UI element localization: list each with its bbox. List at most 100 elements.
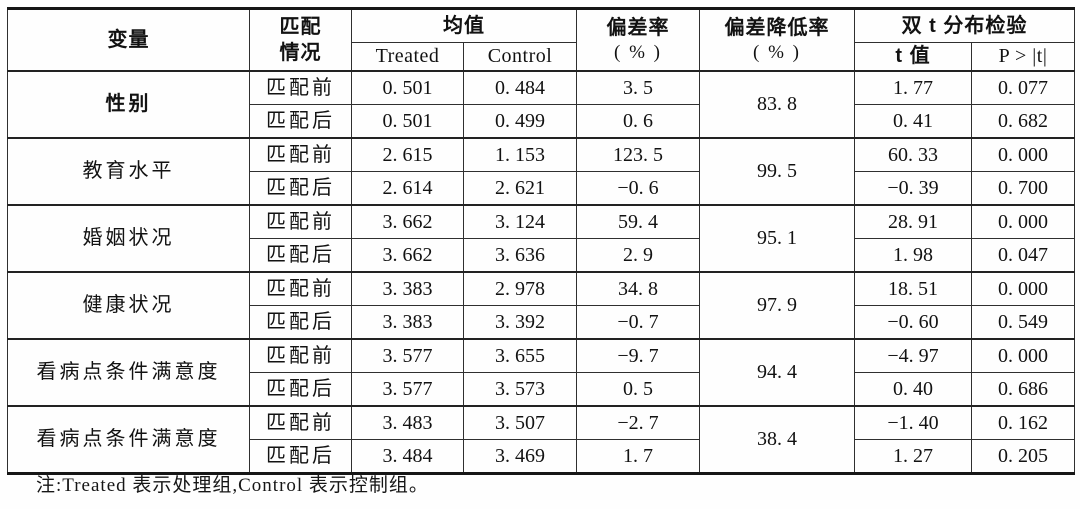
treated-mean-cell: 0. 501	[351, 70, 464, 105]
control-mean-cell: 3. 469	[463, 439, 577, 474]
t-value-cell: −1. 40	[854, 405, 972, 440]
bias-reduction-cell: 99. 5	[699, 137, 855, 206]
bias-rate-cell: 3. 5	[576, 70, 700, 105]
header-row-1: 变量 匹配 情况 均值 偏差率 ( % ) 偏差降低率 ( % ) 双 t 分布…	[7, 8, 1075, 72]
table-row: 匹配后 0. 501 0. 499 0. 6 0. 41 0. 682	[8, 104, 1075, 139]
p-value-cell: 0. 000	[971, 137, 1075, 172]
table-row: 看病点条件满意度 匹配前 3. 577 3. 655 −9. 7 94. 4 −…	[7, 338, 1075, 407]
table-row: 匹配后 3. 577 3. 573 0. 5 0. 40 0. 686	[8, 372, 1075, 407]
t-value-cell: 60. 33	[854, 137, 972, 172]
t-value-cell: 28. 91	[854, 204, 972, 239]
t-value-cell: 1. 98	[854, 238, 972, 273]
bias-rate-cell: 1. 7	[576, 439, 700, 474]
control-mean-cell: 2. 978	[463, 271, 577, 306]
match-status-cell: 匹配后	[249, 372, 352, 407]
table-row: 匹配后 3. 383 3. 392 −0. 7 −0. 60 0. 549	[8, 305, 1075, 340]
treated-mean-cell: 3. 383	[351, 305, 464, 340]
col-header-bias-reduction-line1: 偏差降低率	[724, 16, 830, 39]
p-value-cell: 0. 077	[971, 70, 1075, 105]
col-header-mean-group: 均值	[351, 8, 577, 43]
p-value-cell: 0. 000	[971, 204, 1075, 239]
col-header-treated: Treated	[351, 42, 464, 72]
table-row: 匹配后 3. 662 3. 636 2. 9 1. 98 0. 047	[8, 238, 1075, 273]
treated-mean-cell: 3. 577	[351, 338, 464, 373]
p-value-cell: 0. 549	[971, 305, 1075, 340]
t-value-cell: 0. 41	[854, 104, 972, 139]
match-status-cell: 匹配后	[249, 238, 352, 273]
treated-mean-cell: 3. 484	[351, 439, 464, 474]
match-status-cell: 匹配后	[249, 104, 352, 139]
t-value-cell: −0. 60	[854, 305, 972, 340]
control-mean-cell: 1. 153	[463, 137, 577, 172]
table-row: 婚姻状况 匹配前 3. 662 3. 124 59. 4 95. 1 28. 9…	[7, 204, 1075, 273]
control-mean-cell: 0. 499	[463, 104, 577, 139]
p-value-cell: 0. 000	[971, 271, 1075, 306]
t-value-cell: −4. 97	[854, 338, 972, 373]
match-status-cell: 匹配前	[249, 271, 352, 306]
match-status-cell: 匹配前	[249, 204, 352, 239]
variable-cell: 看病点条件满意度	[7, 338, 250, 407]
bias-reduction-cell: 97. 9	[699, 271, 855, 340]
col-header-bias-reduction: 偏差降低率 ( % )	[699, 8, 855, 72]
table-note: 注:Treated 表示处理组,Control 表示控制组。	[36, 475, 429, 496]
bias-rate-cell: −9. 7	[576, 338, 700, 373]
t-value-cell: 1. 27	[854, 439, 972, 474]
match-status-cell: 匹配后	[249, 171, 352, 206]
table-row: 看病点条件满意度 匹配前 3. 483 3. 507 −2. 7 38. 4 −…	[7, 405, 1075, 474]
col-header-bias-reduction-line2: ( % )	[753, 41, 801, 63]
control-mean-cell: 2. 621	[463, 171, 577, 206]
variable-cell: 健康状况	[7, 271, 250, 340]
p-value-cell: 0. 700	[971, 171, 1075, 206]
p-value-cell: 0. 686	[971, 372, 1075, 407]
bias-reduction-cell: 38. 4	[699, 405, 855, 474]
p-value-cell: 0. 162	[971, 405, 1075, 440]
t-value-cell: 0. 40	[854, 372, 972, 407]
table-row: 教育水平 匹配前 2. 615 1. 153 123. 5 99. 5 60. …	[7, 137, 1075, 206]
bias-rate-cell: −0. 6	[576, 171, 700, 206]
match-status-cell: 匹配后	[249, 439, 352, 474]
treated-mean-cell: 2. 615	[351, 137, 464, 172]
treated-mean-cell: 2. 614	[351, 171, 464, 206]
bias-rate-cell: 34. 8	[576, 271, 700, 306]
matching-balance-table: 变量 匹配 情况 均值 偏差率 ( % ) 偏差降低率 ( % ) 双 t 分布…	[7, 7, 1075, 475]
col-header-match-status: 匹配 情况	[249, 8, 352, 72]
treated-mean-cell: 3. 383	[351, 271, 464, 306]
variable-cell: 婚姻状况	[7, 204, 250, 273]
col-header-match-line1: 匹配	[279, 16, 322, 38]
bias-rate-cell: 0. 6	[576, 104, 700, 139]
t-value-cell: 1. 77	[854, 70, 972, 105]
col-header-ttest-group: 双 t 分布检验	[854, 8, 1075, 43]
match-status-cell: 匹配前	[249, 405, 352, 440]
p-value-cell: 0. 000	[971, 338, 1075, 373]
p-value-cell: 0. 205	[971, 439, 1075, 474]
bias-rate-cell: −2. 7	[576, 405, 700, 440]
table-row: 性别 匹配前 0. 501 0. 484 3. 5 83. 8 1. 77 0.…	[7, 70, 1075, 139]
table-row: 健康状况 匹配前 3. 383 2. 978 34. 8 97. 9 18. 5…	[7, 271, 1075, 340]
p-value-cell: 0. 047	[971, 238, 1075, 273]
p-value-cell: 0. 682	[971, 104, 1075, 139]
table-row: 匹配后 3. 484 3. 469 1. 7 1. 27 0. 205	[8, 439, 1075, 474]
control-mean-cell: 3. 392	[463, 305, 577, 340]
match-status-cell: 匹配前	[249, 137, 352, 172]
col-header-bias-line1: 偏差率	[606, 16, 670, 39]
bias-reduction-cell: 83. 8	[699, 70, 855, 139]
col-header-variable: 变量	[7, 8, 250, 72]
col-header-p-value: P > |t|	[971, 42, 1075, 72]
treated-mean-cell: 3. 483	[351, 405, 464, 440]
bias-rate-cell: 59. 4	[576, 204, 700, 239]
col-header-match-line2: 情况	[279, 42, 322, 64]
control-mean-cell: 3. 655	[463, 338, 577, 373]
control-mean-cell: 0. 484	[463, 70, 577, 105]
treated-mean-cell: 3. 577	[351, 372, 464, 407]
col-header-bias-rate: 偏差率 ( % )	[576, 8, 700, 72]
bias-rate-cell: 2. 9	[576, 238, 700, 273]
bias-rate-cell: −0. 7	[576, 305, 700, 340]
treated-mean-cell: 3. 662	[351, 238, 464, 273]
bias-reduction-cell: 95. 1	[699, 204, 855, 273]
control-mean-cell: 3. 124	[463, 204, 577, 239]
col-header-t-value: t 值	[854, 42, 972, 72]
match-status-cell: 匹配后	[249, 305, 352, 340]
treated-mean-cell: 0. 501	[351, 104, 464, 139]
control-mean-cell: 3. 573	[463, 372, 577, 407]
